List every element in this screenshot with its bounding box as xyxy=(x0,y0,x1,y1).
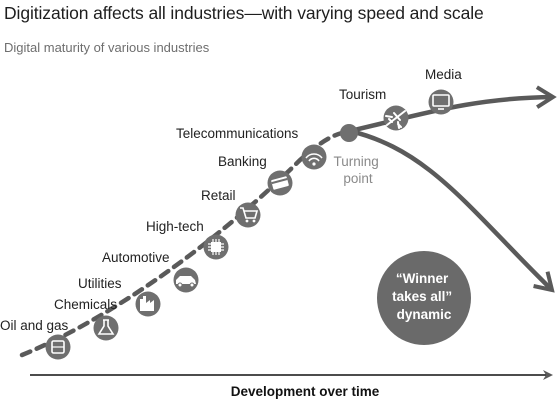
industry-label: Utilities xyxy=(78,276,122,291)
oil-barrel-icon xyxy=(45,334,71,360)
industry-label: High-tech xyxy=(146,219,204,234)
wifi-icon xyxy=(301,144,327,170)
industry-label: Chemicals xyxy=(54,297,117,312)
winner-takes-all-bubble: “Winner takes all” dynamic xyxy=(377,251,471,345)
airplane-icon xyxy=(383,105,409,131)
shopping-cart-icon xyxy=(235,202,261,228)
industry-label: Automotive xyxy=(102,250,170,265)
industry-label: Banking xyxy=(218,154,267,169)
industry-label: Tourism xyxy=(339,87,386,102)
turning-point-label: Turning point xyxy=(333,154,382,186)
axis-label: Development over time xyxy=(231,384,380,399)
car-icon xyxy=(173,267,199,293)
industry-label: Telecommunications xyxy=(176,126,299,141)
credit-card-icon xyxy=(267,170,293,196)
industry-labels: Oil and gas Chemicals Utilities Automoti… xyxy=(0,67,462,333)
monitor-icon xyxy=(428,89,454,115)
factory-icon xyxy=(135,291,161,317)
turning-point-dot xyxy=(340,124,358,142)
industry-label: Media xyxy=(425,67,462,82)
industry-nodes xyxy=(45,89,454,360)
page-subtitle: Digital maturity of various industries xyxy=(4,40,210,55)
growth-curve xyxy=(19,128,353,358)
lower-branch-arrow xyxy=(349,128,555,293)
industry-label: Oil and gas xyxy=(0,318,69,333)
svg-text:“Winner takes all”: “Winner takes all” dynamic xyxy=(392,271,456,322)
microchip-icon xyxy=(203,234,229,260)
page-title: Digitization affects all industries—with… xyxy=(4,3,484,23)
chemical-flask-icon xyxy=(93,315,119,341)
industry-label: Retail xyxy=(201,188,236,203)
